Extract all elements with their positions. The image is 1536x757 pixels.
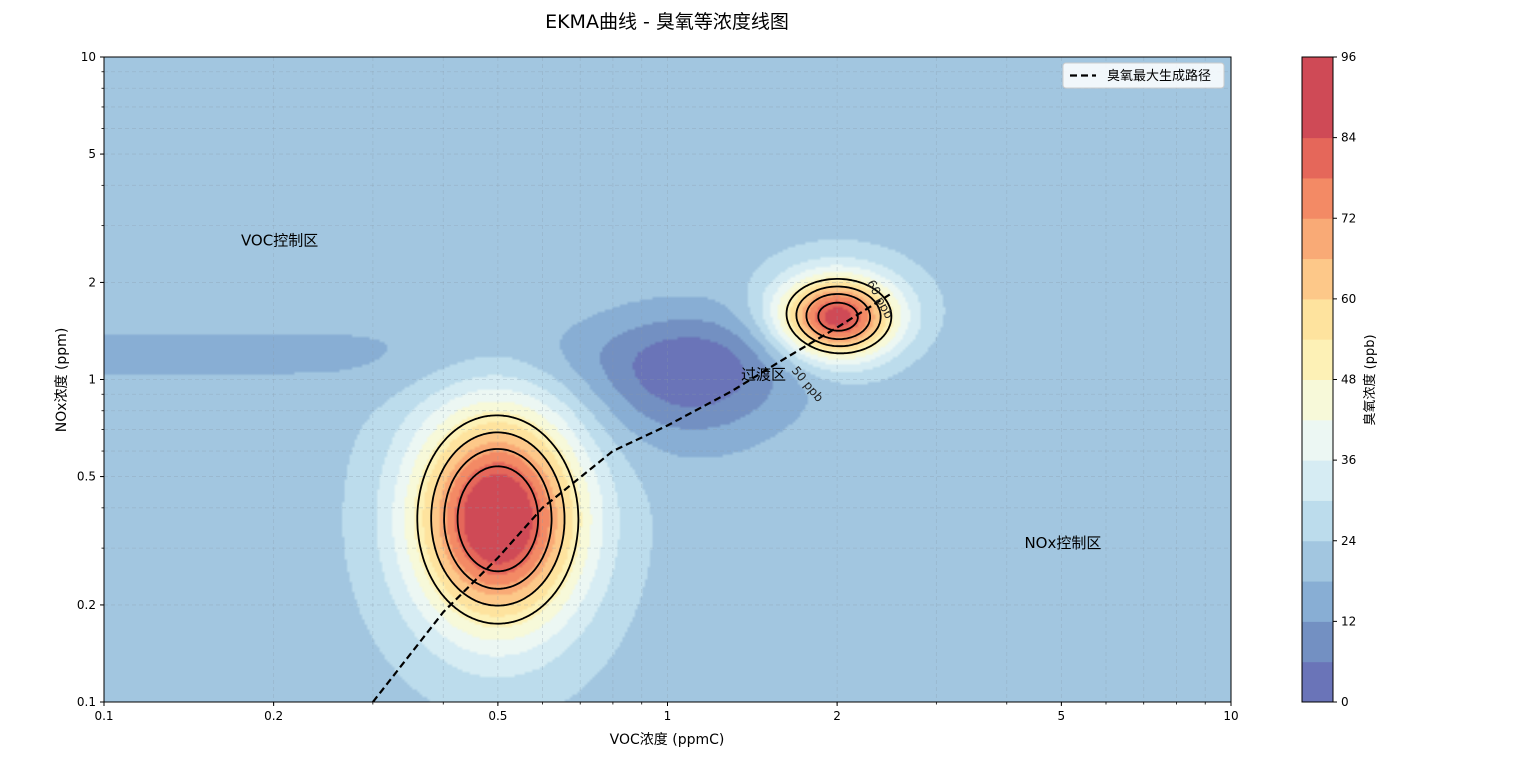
x-tick-label: 0.2 (264, 709, 283, 723)
x-tick-label: 0.1 (94, 709, 113, 723)
grid (104, 57, 1231, 702)
y-tick-label: 1 (88, 373, 96, 387)
colorbar-band (1302, 137, 1333, 179)
y-tick-label: 10 (81, 50, 96, 64)
colorbar-band (1302, 298, 1333, 340)
max-ozone-path-line (372, 292, 893, 702)
colorbar-tick-label: 60 (1341, 292, 1356, 306)
colorbar-tick-label: 24 (1341, 534, 1356, 548)
colorbar-band (1302, 460, 1333, 501)
colorbar-tick-label: 96 (1341, 50, 1356, 64)
colorbar-bands (1302, 57, 1333, 703)
region-annotation: VOC控制区 (241, 232, 318, 250)
colorbar-label: 臭氧浓度 (ppb) (1362, 334, 1378, 425)
contour-line-50 (416, 278, 893, 625)
y-axis: 0.1 0.2 0.5 1 2 5 10 (77, 50, 104, 709)
legend: 臭氧最大生成路径 (1062, 62, 1225, 89)
colorbar-band (1302, 339, 1333, 380)
colorbar-tick-label: 72 (1341, 211, 1356, 225)
colorbar-band (1302, 661, 1333, 703)
y-tick-label: 2 (88, 275, 96, 289)
y-axis-label: NOx浓度 (ppm) (54, 328, 70, 433)
colorbar-tick-label: 12 (1341, 614, 1356, 628)
y-tick-label: 5 (88, 147, 96, 161)
colorbar-band (1302, 177, 1333, 219)
x-tick-label: 10 (1223, 709, 1238, 723)
colorbar-band (1302, 218, 1333, 260)
y-tick-label: 0.5 (77, 470, 96, 484)
colorbar-band (1302, 57, 1333, 139)
region-annotation: 过渡区 (741, 366, 786, 384)
colorbar-tick-label: 0 (1341, 695, 1349, 709)
colorbar-band (1302, 621, 1333, 663)
y-tick-label: 0.1 (77, 695, 96, 709)
contour-line-70 (443, 293, 871, 590)
region-annotation: NOx控制区 (1024, 534, 1101, 552)
colorbar-band (1302, 419, 1333, 461)
colorbar-tick-label: 48 (1341, 373, 1356, 387)
colorbar-band (1302, 540, 1333, 582)
colorbar-tick-label: 84 (1341, 131, 1356, 145)
colorbar-tick-label: 36 (1341, 453, 1356, 467)
x-axis: 0.1 0.2 0.5 1 2 5 10 (94, 702, 1239, 723)
legend-box (1062, 62, 1225, 89)
x-tick-label: 0.5 (488, 709, 507, 723)
ozone-contour-lines (416, 278, 893, 625)
colorbar-ticks: 0 12 24 36 48 60 72 84 96 (1333, 50, 1356, 709)
y-tick-label: 0.2 (77, 598, 96, 612)
colorbar-band (1302, 258, 1333, 300)
contour-line-80 (456, 301, 859, 573)
x-tick-label: 5 (1058, 709, 1066, 723)
colorbar-band (1302, 379, 1333, 421)
ozone-filled-contours (104, 57, 1231, 702)
legend-label: 臭氧最大生成路径 (1107, 68, 1211, 84)
colorbar-band (1302, 500, 1333, 542)
contour-line-60 (430, 285, 882, 607)
x-axis-label: VOC浓度 (ppmC) (610, 732, 725, 748)
chart-title: EKMA曲线 - 臭氧等浓度线图 (545, 11, 789, 33)
x-tick-label: 1 (664, 709, 672, 723)
x-tick-label: 2 (833, 709, 841, 723)
colorbar-band (1302, 581, 1333, 622)
colorbar: 0 12 24 36 48 60 72 84 96 臭氧浓度 (ppb) (1301, 50, 1378, 709)
